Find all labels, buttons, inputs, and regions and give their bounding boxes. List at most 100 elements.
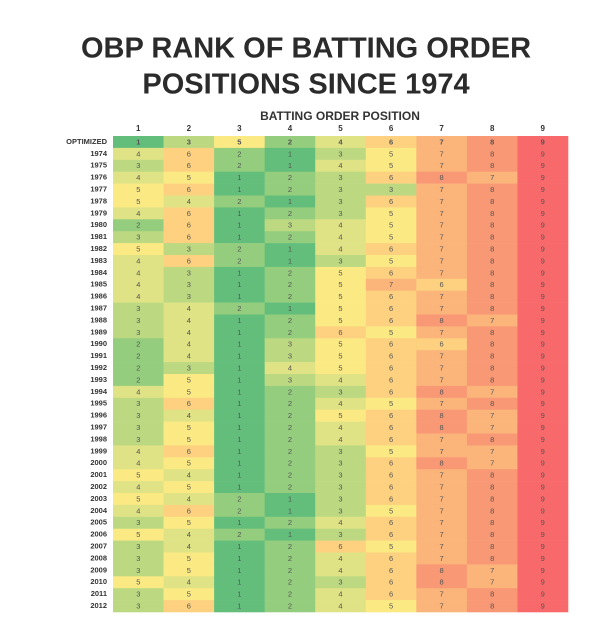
cell [264, 576, 316, 589]
cell-value: 9 [541, 483, 545, 492]
cell [416, 528, 468, 541]
cell [466, 600, 518, 613]
cell [315, 183, 367, 196]
cell-value: 1 [288, 506, 292, 515]
cell-value: 3 [338, 173, 342, 182]
cell [315, 600, 367, 613]
cell-value: 5 [187, 590, 191, 599]
cell [416, 552, 468, 565]
cell-value: 3 [136, 590, 140, 599]
cell [517, 457, 569, 470]
cell [517, 540, 569, 553]
cell [264, 171, 316, 184]
cell [365, 588, 417, 601]
cell-value: 4 [136, 459, 140, 468]
cell [517, 136, 569, 149]
cell-value: 7 [440, 245, 444, 254]
cell [264, 207, 316, 220]
cell [517, 552, 569, 565]
cell-value: 2 [288, 316, 292, 325]
cell-value: 5 [136, 578, 140, 587]
cell-value: 9 [541, 209, 545, 218]
cell [113, 576, 164, 589]
cell [416, 136, 468, 149]
cell-value: 6 [338, 542, 342, 551]
cell-value: 4 [187, 411, 191, 420]
row-label: 2007 [90, 542, 107, 551]
column-label: 4 [288, 124, 293, 133]
cell [466, 433, 518, 446]
row-label: 1976 [90, 173, 107, 182]
cell-value: 5 [389, 447, 393, 456]
row-label: 1985 [90, 280, 107, 289]
cell [517, 528, 569, 541]
cell-value: 2 [237, 149, 241, 158]
cell-value: 6 [389, 435, 393, 444]
cell-value: 5 [136, 530, 140, 539]
row-label: 1987 [90, 304, 107, 313]
cell-value: 3 [288, 340, 292, 349]
cell-value: 6 [389, 423, 393, 432]
cell [365, 600, 417, 613]
cell [365, 445, 417, 458]
cell-value: 3 [338, 185, 342, 194]
cell [466, 576, 518, 589]
cell [315, 469, 367, 482]
cell [264, 147, 316, 161]
cell [163, 481, 215, 494]
cell-value: 7 [389, 280, 393, 289]
cell [315, 147, 367, 161]
cell [365, 195, 417, 208]
cell-value: 6 [389, 483, 393, 492]
cell-value: 6 [389, 375, 393, 384]
cell [113, 314, 164, 327]
cell [517, 255, 569, 268]
cell [113, 564, 164, 577]
cell-value: 9 [541, 137, 545, 146]
cell-value: 8 [490, 364, 494, 373]
cell [113, 374, 164, 387]
cell [315, 338, 367, 351]
cell [113, 350, 164, 363]
cell-value: 4 [136, 483, 140, 492]
cell-value: 1 [237, 518, 241, 527]
cell-value: 1 [237, 173, 241, 182]
cell [264, 266, 316, 280]
cell-value: 6 [338, 328, 342, 337]
cell-value: 8 [490, 483, 494, 492]
cell [214, 290, 265, 303]
cell-value: 7 [440, 471, 444, 480]
cell [113, 504, 164, 518]
cell [517, 302, 569, 315]
cell-value: 4 [338, 602, 342, 611]
cell [315, 314, 367, 327]
cell-value: 1 [237, 364, 241, 373]
cell [113, 326, 164, 339]
cell [517, 469, 569, 482]
cell [365, 409, 417, 422]
cell [365, 266, 417, 280]
cell-value: 4 [338, 137, 343, 146]
cell-value: 4 [187, 316, 191, 325]
cell [365, 540, 417, 553]
cell-value: 1 [288, 161, 292, 170]
cell-value: 9 [541, 245, 545, 254]
cell [416, 255, 468, 268]
cell [517, 171, 569, 184]
cell-value: 3 [187, 245, 191, 254]
cell [466, 231, 518, 244]
cell-value: 9 [541, 316, 545, 325]
cell-value: 2 [288, 459, 292, 468]
row-label: 1998 [90, 434, 107, 443]
cell [264, 564, 316, 577]
cell [466, 219, 518, 232]
cell [416, 457, 468, 470]
cell [214, 171, 265, 184]
cell [416, 219, 468, 232]
cell [315, 231, 367, 244]
cell [416, 290, 468, 303]
cell [315, 326, 367, 339]
cell [365, 385, 417, 399]
cell-value: 4 [136, 149, 140, 158]
cell [466, 147, 518, 161]
